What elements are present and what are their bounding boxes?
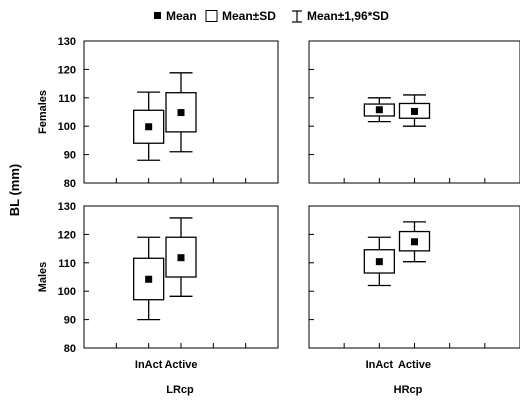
legend: Mean Mean±SD Mean±1,96*SD (154, 9, 389, 23)
mean-marker-inact (375, 258, 383, 266)
y-tick-label: 80 (64, 343, 76, 355)
y-tick-label: 130 (58, 36, 76, 48)
y-tick-label: 110 (58, 258, 76, 270)
legend-sd-label: Mean±SD (222, 9, 276, 23)
y-tick-label: 80 (64, 178, 76, 190)
panel-females-hrcp (308, 40, 520, 184)
mean-marker-active (411, 238, 418, 246)
y-tick-label: 90 (64, 315, 76, 327)
y-tick-label: 100 (58, 121, 76, 133)
panel-males-lrcp: 80 90 100 110 120 130 InAct Active (58, 201, 279, 371)
legend-sd-marker (205, 10, 218, 22)
panel-males-hrcp: InAct Active (308, 205, 520, 371)
col-label-hrcp: HRcp (394, 384, 423, 396)
sd-box-active (165, 236, 197, 278)
panel-females-lrcp: 80 90 100 110 120 130 (58, 36, 279, 190)
mean-marker-inact (145, 123, 153, 131)
x-tick-label-active: Active (398, 359, 431, 371)
row-label-females: Females (37, 90, 49, 134)
legend-whisker-label: Mean±1,96*SD (307, 9, 389, 23)
legend-whisker-marker (292, 10, 302, 23)
legend-mean-marker (154, 12, 161, 19)
x-tick-label-active: Active (164, 359, 197, 371)
y-tick-label: 90 (64, 150, 76, 162)
mean-marker-active (411, 107, 418, 115)
mean-marker-active (177, 109, 185, 117)
x-tick-label-inact: InAct (135, 359, 163, 371)
x-tick-label-inact: InAct (366, 359, 394, 371)
y-tick-label: 100 (58, 286, 76, 298)
col-label-lrcp: LRcp (166, 384, 194, 396)
y-tick-label: 120 (58, 64, 76, 76)
mean-marker-inact (375, 106, 383, 114)
mean-marker-active (177, 254, 185, 262)
row-label-males: Males (37, 262, 49, 293)
y-axis-label: BL (mm) (7, 164, 22, 216)
mean-marker-inact (145, 275, 153, 283)
legend-mean-label: Mean (166, 9, 197, 23)
y-tick-label: 120 (58, 229, 76, 241)
y-tick-label: 130 (58, 201, 76, 213)
y-tick-label: 110 (58, 93, 76, 105)
